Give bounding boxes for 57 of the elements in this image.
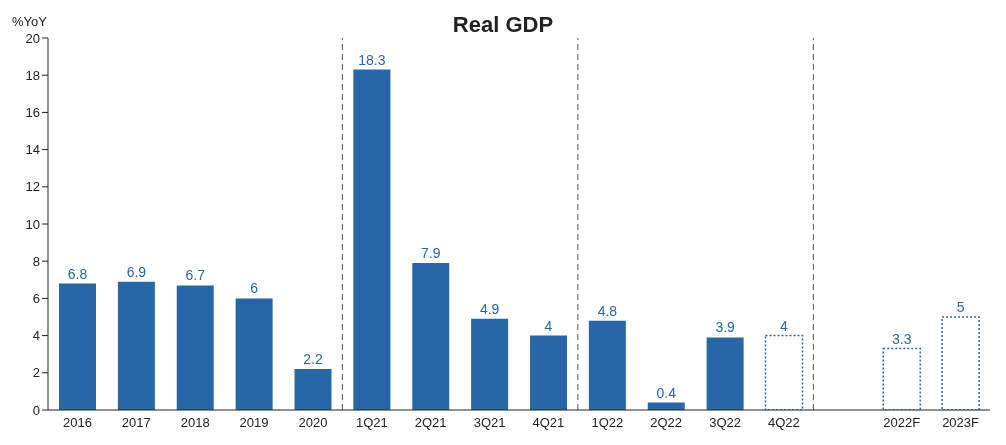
x-tick-label: 1Q21 [355,415,388,431]
data-label: 0.4 [656,384,677,401]
data-label: 3.3 [892,330,912,347]
bar [941,316,980,410]
x-tick-label: 2023F [942,415,980,431]
y-tick-label: 10 [25,216,40,232]
x-tick-label: 4Q21 [532,415,565,431]
bar [588,320,626,410]
x-tick-label: 2017 [121,415,151,431]
x-tick-label: 3Q21 [473,415,506,431]
bar [353,69,391,410]
bar [235,298,273,410]
data-label: 4 [544,317,553,334]
y-tick-label: 4 [32,328,40,344]
data-label: 7.9 [421,245,441,262]
bar [117,281,155,410]
x-tick-label: 2020 [298,415,328,431]
x-tick-label: 3Q22 [709,415,741,431]
x-tick-label: 2018 [180,415,210,431]
y-tick-label: 14 [25,142,40,158]
bar [706,337,744,410]
data-label: 4.9 [479,300,500,317]
y-tick-label: 18 [25,67,40,83]
bar [471,318,509,410]
bar [882,347,921,410]
bar [412,263,450,410]
y-tick-label: 12 [25,179,40,195]
data-label: 4 [780,317,789,334]
x-tick-label: 2022F [883,415,921,431]
x-tick-label: 1Q22 [591,415,624,431]
x-tick-label: 2019 [239,415,269,431]
x-tick-label: 2016 [62,415,92,431]
y-axis-title: %YoY [12,14,47,29]
y-tick-label: 20 [25,30,40,46]
y-tick-label: 2 [32,365,40,381]
bar [176,285,214,410]
data-label: 3.9 [715,319,736,336]
data-label: 6.7 [185,267,206,284]
y-tick-label: 6 [32,291,40,307]
data-label: 2.2 [303,351,323,368]
bar [764,334,804,410]
x-tick-label: 2Q22 [650,415,683,431]
y-tick-label: 0 [32,402,40,418]
data-label: 4.8 [597,302,618,319]
bar [530,335,567,410]
bar [59,283,96,410]
data-label: 6.9 [126,263,147,280]
x-tick-label: 2Q21 [414,415,447,431]
chart-title: Real GDP [452,12,554,37]
y-tick-label: 16 [25,105,40,121]
bar [294,369,332,410]
data-label: 18.3 [358,51,386,68]
y-tick-label: 8 [32,253,40,269]
data-label: 6 [250,280,259,297]
x-tick-label: 4Q22 [768,415,800,431]
data-label: 6.8 [67,265,88,282]
data-label: 5 [956,299,965,315]
